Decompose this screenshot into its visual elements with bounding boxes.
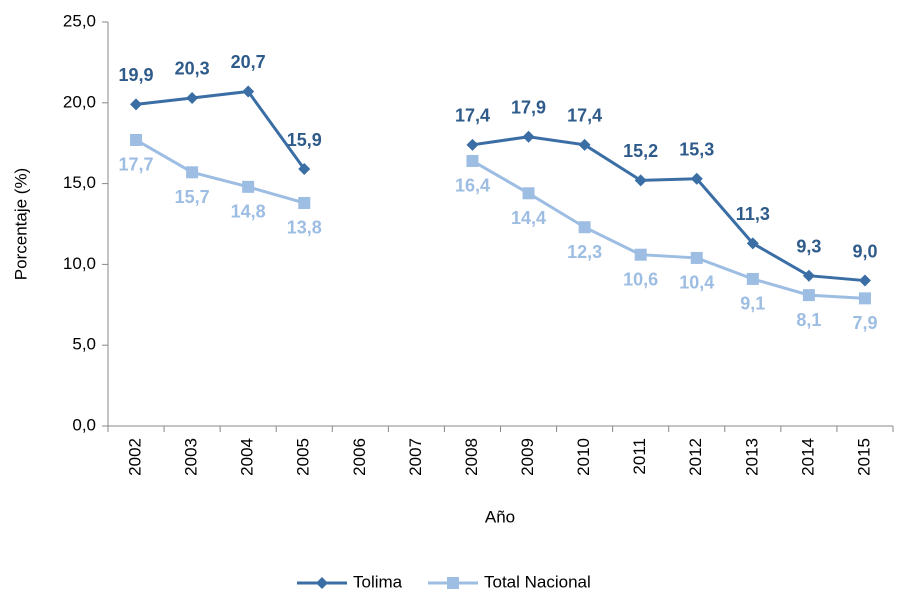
point xyxy=(746,237,759,250)
y-tick-label: 25,0 xyxy=(63,11,96,30)
point xyxy=(690,172,703,185)
value-label: 10,6 xyxy=(623,269,658,289)
value-label: 17,9 xyxy=(511,97,546,117)
point xyxy=(130,98,143,111)
x-tick-label: 2014 xyxy=(798,438,817,476)
x-tick-label: 2006 xyxy=(350,438,369,476)
x-tick-label: 2012 xyxy=(686,438,705,476)
point xyxy=(578,221,591,234)
y-tick-label: 20,0 xyxy=(63,92,96,111)
point xyxy=(130,133,143,146)
legend-label: Tolima xyxy=(353,572,403,591)
value-label: 16,4 xyxy=(455,176,490,196)
point xyxy=(522,187,535,200)
x-tick-label: 2015 xyxy=(854,438,873,476)
legend-marker xyxy=(316,577,328,589)
x-tick-label: 2005 xyxy=(294,438,313,476)
value-label: 19,9 xyxy=(119,65,154,85)
x-tick-label: 2013 xyxy=(742,438,761,476)
point xyxy=(298,196,311,209)
y-tick-label: 0,0 xyxy=(72,415,96,434)
point xyxy=(186,166,199,179)
y-tick-label: 15,0 xyxy=(63,173,96,192)
x-tick-label: 2009 xyxy=(518,438,537,476)
series-line xyxy=(135,89,866,283)
y-tick-label: 10,0 xyxy=(63,254,96,273)
point xyxy=(242,180,255,193)
point xyxy=(466,138,479,151)
value-label: 14,8 xyxy=(231,202,266,222)
point xyxy=(578,138,591,151)
x-tick-label: 2010 xyxy=(574,438,593,476)
value-label: 20,7 xyxy=(231,52,266,72)
value-label: 9,1 xyxy=(740,294,765,314)
series-line xyxy=(135,138,866,300)
value-label: 20,3 xyxy=(175,59,210,79)
value-label: 17,7 xyxy=(119,155,154,175)
y-tick-label: 5,0 xyxy=(72,335,96,354)
x-tick-label: 2004 xyxy=(238,438,257,476)
point xyxy=(466,154,479,167)
x-tick-label: 2002 xyxy=(126,438,145,476)
value-label: 12,3 xyxy=(567,242,602,262)
point xyxy=(802,269,815,282)
value-label: 8,1 xyxy=(796,310,821,330)
value-label: 9,0 xyxy=(852,241,877,261)
point xyxy=(858,292,871,305)
value-label: 17,4 xyxy=(455,106,490,126)
value-label: 10,4 xyxy=(679,273,714,293)
value-label: 13,8 xyxy=(287,218,322,238)
legend-marker xyxy=(447,577,459,589)
x-axis-label: Año xyxy=(485,507,515,526)
point xyxy=(186,91,199,104)
legend-label: Total Nacional xyxy=(484,572,591,591)
point xyxy=(802,289,815,302)
value-label: 9,3 xyxy=(796,236,821,256)
value-label: 11,3 xyxy=(736,204,770,224)
point xyxy=(298,163,311,176)
value-label: 17,4 xyxy=(567,106,602,126)
x-tick-label: 2008 xyxy=(462,438,481,476)
value-label: 15,7 xyxy=(175,187,210,207)
point xyxy=(746,272,759,285)
point xyxy=(242,85,255,98)
value-label: 15,2 xyxy=(623,141,658,161)
point xyxy=(634,248,647,261)
x-tick-label: 2011 xyxy=(630,438,649,475)
point xyxy=(858,274,871,287)
value-label: 15,3 xyxy=(679,140,714,160)
point xyxy=(522,130,535,143)
value-label: 14,4 xyxy=(511,208,546,228)
x-tick-label: 2007 xyxy=(406,438,425,476)
value-label: 15,9 xyxy=(287,130,322,150)
point xyxy=(634,174,647,187)
x-tick-label: 2003 xyxy=(182,438,201,476)
point xyxy=(690,251,703,264)
value-label: 7,9 xyxy=(852,313,877,333)
y-axis-label: Porcentaje (%) xyxy=(11,168,30,280)
